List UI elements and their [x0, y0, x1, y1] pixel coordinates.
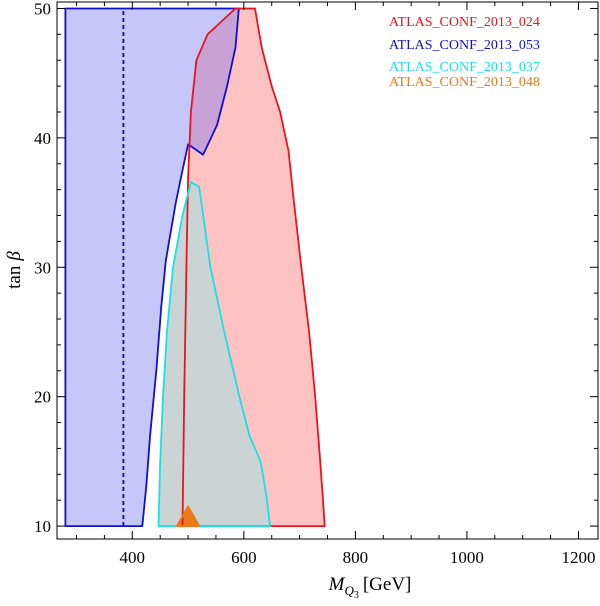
- y-axis-symbol: β: [4, 251, 25, 262]
- y-axis-word: tan: [4, 265, 25, 289]
- y-tick-label: 20: [34, 388, 51, 407]
- axis-ticks: 400 600 800 1000 1200 10 20 30 40 50: [34, 0, 598, 567]
- x-axis-symbol: M: [328, 574, 346, 595]
- x-tick-label: 1200: [561, 548, 595, 567]
- exclusion-outlines: [64, 7, 326, 528]
- x-tick-label: 800: [343, 548, 369, 567]
- region-outline-3: [175, 505, 201, 528]
- region-outline-1: [64, 7, 240, 527]
- legend-entry-0: ATLAS_CONF_2013_024: [389, 15, 540, 30]
- legend-entry-3: ATLAS_CONF_2013_048: [389, 75, 540, 90]
- region-outline-0: [181, 7, 326, 527]
- x-axis-subsubscript: 3: [354, 590, 359, 601]
- legend-entry-1: ATLAS_CONF_2013_053: [389, 38, 540, 53]
- y-tick-label: 10: [34, 517, 51, 536]
- legend-entry-2: ATLAS_CONF_2013_037: [389, 60, 540, 75]
- x-axis-unit: [GeV]: [363, 574, 412, 595]
- legend: ATLAS_CONF_2013_024 ATLAS_CONF_2013_053 …: [389, 15, 540, 90]
- y-tick-label: 40: [34, 129, 51, 148]
- x-axis-title: MQ3 [GeV]: [328, 574, 412, 601]
- y-axis-title: tan β: [4, 251, 25, 289]
- x-tick-label: 400: [120, 548, 146, 567]
- y-tick-label: 30: [34, 258, 51, 277]
- y-tick-label: 50: [34, 0, 51, 18]
- x-axis-subscript: Q: [344, 583, 354, 598]
- x-tick-label: 1000: [450, 548, 484, 567]
- region-outline-2: [157, 180, 272, 527]
- x-tick-label: 600: [231, 548, 257, 567]
